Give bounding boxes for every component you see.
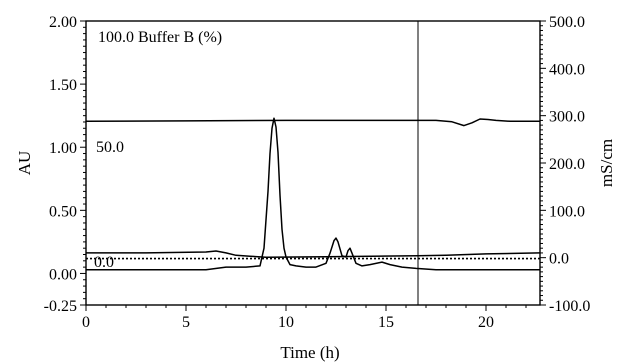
x-tick-label: 0 [82,314,90,331]
y-left-axis-title: AU [15,151,34,176]
series-line-0 [86,117,540,271]
y-left-tick-label: 1.50 [49,77,77,94]
x-tick-label: 10 [278,314,294,331]
y-right-axis-title: mS/cm [597,139,616,187]
y-right-tick-label: 100.0 [549,203,585,220]
y-left-tick-label: 1.00 [49,140,77,157]
x-tick-label: 5 [182,314,190,331]
y-right-tick-label: -100.0 [549,298,590,315]
y-left-tick-label: -0.25 [44,298,77,315]
series-layer [85,117,541,271]
series-line-1 [85,118,540,127]
series-line-2 [86,250,541,258]
y-right-tick-label: 0.0 [549,251,569,268]
y-left-tick-label: 0.00 [49,266,77,283]
y-right-tick-label: 500.0 [549,14,585,31]
x-tick-label: 20 [478,314,494,331]
x-axis-title: Time (h) [280,343,339,362]
x-tick-label: 15 [378,314,394,331]
y-right-tick-label: 200.0 [549,156,585,173]
plot-frame [85,20,541,306]
buffer-top-label: 100.0 Buffer B (%) [98,29,222,46]
y-right-tick-label: 300.0 [549,109,585,126]
y-left-tick-label: 0.50 [49,203,77,220]
buffer-mid-label: 50.0 [96,139,124,156]
ticks-layer: 0 5 10 15 20 -0.25 0.00 0.50 1.00 1.50 2.00 -100.0 0… [44,14,591,331]
y-left-tick-label: 2.00 [49,14,77,31]
buffer-zero-label: 0.0 [94,254,114,271]
y-right-tick-label: 400.0 [549,61,585,78]
